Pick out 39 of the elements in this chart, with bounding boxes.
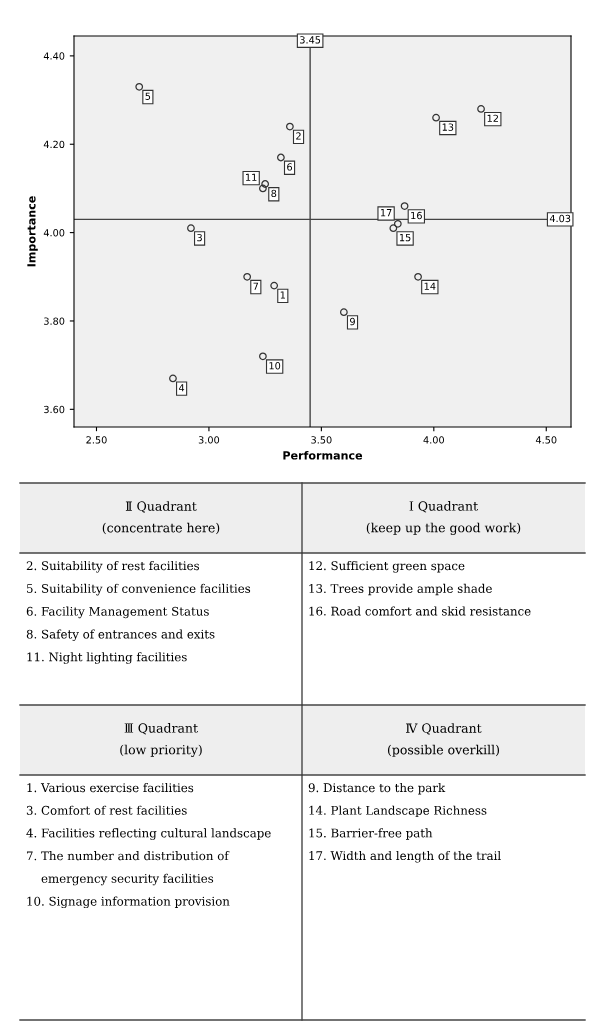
- annotation: 15: [399, 234, 411, 242]
- x-tick-label: 3.00: [198, 436, 220, 444]
- x-tick-label: 4.50: [535, 436, 557, 444]
- x-tick-label: 3.50: [311, 436, 332, 444]
- text: 2. Suitability of rest facilities 5. Suitability of convenience facilities 6. Facility Management Status 8. Safety of entrances and exits 11. Night lighting facilities: [26, 561, 251, 664]
- annotation: 2: [296, 132, 301, 140]
- annotation: 12: [487, 114, 498, 122]
- annotation: 9: [350, 317, 355, 326]
- annotation: 10: [269, 362, 281, 370]
- ref-line-label: 3.45: [300, 36, 321, 44]
- text: Ⅲ Quadrant (low priority): [120, 723, 202, 757]
- annotation: 6: [287, 163, 293, 171]
- annotation: 16: [411, 211, 422, 220]
- y-axis-title: Importance: [27, 196, 38, 267]
- annotation: 13: [442, 123, 454, 131]
- ref-line-label: 4.03: [549, 214, 571, 223]
- text: Ⅳ Quadrant (possible overkill): [387, 723, 500, 757]
- annotation: 1: [280, 291, 285, 299]
- text: Ⅰ Quadrant (keep up the good work): [366, 501, 521, 535]
- annotation: 8: [271, 189, 277, 198]
- annotation: 3: [197, 233, 202, 242]
- annotation: 17: [380, 209, 392, 217]
- y-tick-label: 4.40: [43, 52, 65, 60]
- annotation: 11: [246, 173, 257, 181]
- annotation: 5: [145, 92, 151, 100]
- text: 9. Distance to the park 14. Plant Landscape Richness 15. Barrier-free path 17. Width and length of the trail: [308, 783, 501, 863]
- y-tick-label: 4.20: [43, 140, 65, 149]
- y-tick-label: 4.00: [43, 229, 65, 237]
- x-tick-label: 2.50: [86, 436, 107, 444]
- annotation: 7: [253, 282, 259, 290]
- annotation: 14: [424, 282, 436, 290]
- y-tick-label: 3.80: [44, 317, 65, 325]
- x-tick-label: 4.00: [423, 436, 444, 444]
- annotation: 4: [178, 384, 185, 392]
- y-tick-label: 3.60: [44, 405, 65, 414]
- x-axis-title: Performance: [283, 450, 363, 460]
- text: 12. Sufficient green space 13. Trees provide ample shade 16. Road comfort and skid resistance: [309, 561, 531, 616]
- text: 1. Various exercise facilities 3. Comfort of rest facilities 4. Facilities reflecting cultural landscape 7. The number and distribution of emergency security facilities 10. Signage information provision: [26, 783, 271, 909]
- text: Ⅱ Quadrant (concentrate here): [102, 501, 220, 535]
